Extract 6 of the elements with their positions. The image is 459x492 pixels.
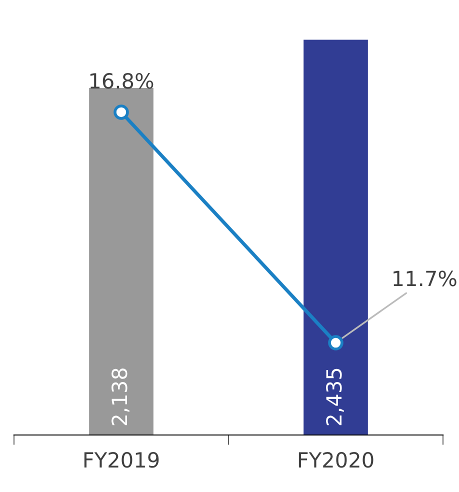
data-label: 16.8% [90, 72, 154, 89]
data-label: 2,138 [112, 368, 130, 426]
x-tick-label: FY2020 [298, 452, 374, 468]
data-label: 11.7% [394, 270, 456, 286]
data-label: 2,435 [326, 368, 344, 426]
x-tick-label: FY2019 [84, 452, 159, 468]
